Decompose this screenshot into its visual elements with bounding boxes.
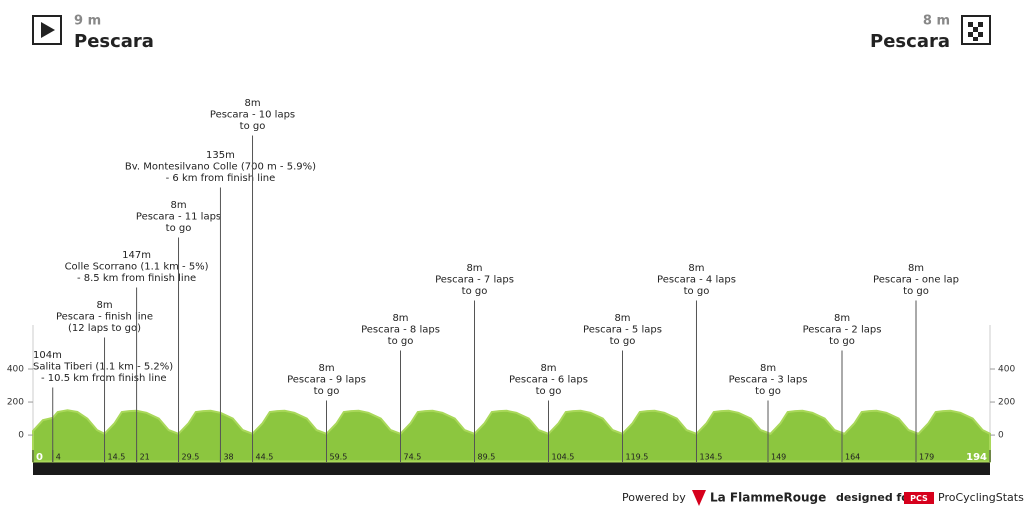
annotation-text: 8m	[760, 363, 776, 374]
annotation-text: to go	[240, 121, 266, 132]
annotation-text: Pescara - 10 laps	[210, 110, 295, 121]
annotation-text: Pescara - finish line	[56, 312, 153, 323]
powered-by: Powered by	[622, 491, 686, 504]
annotation-text: to go	[829, 336, 855, 347]
annotation-text: - 10.5 km from finish line	[41, 373, 167, 384]
x-tick-label: 119.5	[625, 453, 648, 462]
x-tick-label: 89.5	[478, 453, 496, 462]
y-tick-label: 400	[7, 365, 24, 375]
annotation-text: Pescara - 2 laps	[803, 325, 882, 336]
annotation-text: to go	[536, 386, 562, 397]
annotation-text: (12 laps to go)	[68, 323, 141, 334]
y-tick-label: 200	[7, 398, 24, 408]
y-tick-label: 0	[18, 431, 24, 441]
brand: La FlammeRouge	[710, 491, 826, 505]
start-icon	[32, 15, 62, 45]
finish-name: Pescara	[870, 31, 950, 52]
annotation-text: 8m	[318, 363, 334, 374]
annotation-text: to go	[684, 286, 710, 297]
annotation-text: to go	[166, 223, 192, 234]
site-name: ProCyclingStats	[938, 491, 1024, 504]
x-tick-label: 38	[223, 453, 233, 462]
start-elevation: 9 m	[74, 14, 101, 29]
x-tick-label: 14.5	[108, 453, 126, 462]
annotation-text: 8m	[466, 263, 482, 274]
x-tick-label: 104.5	[551, 453, 574, 462]
y-tick-label-right: 0	[998, 431, 1004, 441]
annotation-text: to go	[462, 286, 488, 297]
x-tick-label: 179	[919, 453, 934, 462]
x-tick-label: 74.5	[404, 453, 422, 462]
pcs-logo	[904, 492, 934, 504]
finish-icon	[961, 15, 991, 45]
annotation-text: 8m	[688, 263, 704, 274]
x-tick-label: 134.5	[699, 453, 722, 462]
annotation-text: to go	[755, 386, 781, 397]
finish-elevation: 8 m	[923, 14, 950, 29]
annotation-text: Pescara - one lap	[873, 275, 959, 286]
annotation-text: 8m	[540, 363, 556, 374]
x-tick-label: 59.5	[330, 453, 348, 462]
distance-bar	[33, 462, 990, 475]
annotation-text: 8m	[908, 263, 924, 274]
x-tick-label: 21	[140, 453, 150, 462]
annotation-text: Pescara - 7 laps	[435, 275, 514, 286]
start-arrow	[41, 22, 55, 38]
annotation-text: to go	[314, 386, 340, 397]
designed-for: designed for	[836, 491, 915, 504]
x-tick-label: 29.5	[182, 453, 200, 462]
x-tick-label: 164	[845, 453, 860, 462]
annotation-text: 135m	[206, 150, 235, 161]
x-tick-label: 149	[771, 453, 786, 462]
annotation-text: Pescara - 8 laps	[361, 325, 440, 336]
annotation-text: Pescara - 5 laps	[583, 325, 662, 336]
elevation-area	[32, 409, 991, 463]
annotation-text: 8m	[96, 300, 112, 311]
annotation-text: Pescara - 11 laps	[136, 212, 221, 223]
pcs-logo-text: PCS	[910, 494, 928, 503]
annotation-text: to go	[610, 336, 636, 347]
start-name: Pescara	[74, 31, 154, 52]
annotation-text: Colle Scorrano (1.1 km - 5%)	[65, 262, 209, 273]
annotation-text: Pescara - 9 laps	[287, 375, 366, 386]
annotation-text: 104m	[33, 350, 62, 361]
x-tick-label: 44.5	[256, 453, 274, 462]
x-tick-label: 4	[56, 453, 61, 462]
annotation-text: Bv. Montesilvano Colle (700 m - 5.9%)	[125, 162, 316, 173]
annotation-text: 147m	[122, 250, 151, 261]
annotation-text: Salita Tiberi (1.1 km - 5.2%)	[33, 362, 173, 373]
brand-logo	[692, 490, 706, 506]
y-tick-label-right: 200	[998, 398, 1015, 408]
annotation-text: Pescara - 4 laps	[657, 275, 736, 286]
annotation-text: 8m	[834, 313, 850, 324]
annotation-text: Pescara - 6 laps	[509, 375, 588, 386]
annotation-text: Pescara - 3 laps	[729, 375, 808, 386]
annotation-text: 8m	[614, 313, 630, 324]
annotation-text: 8m	[392, 313, 408, 324]
y-tick-label-right: 400	[998, 365, 1015, 375]
annotation-text: to go	[903, 286, 929, 297]
annotation-text: 8m	[170, 200, 186, 211]
annotation-text: - 8.5 km from finish line	[77, 273, 196, 284]
annotation-text: to go	[388, 336, 414, 347]
x-tick-label: 0	[36, 452, 43, 463]
annotation-text: - 6 km from finish line	[166, 173, 276, 184]
annotation-text: 8m	[244, 98, 260, 109]
x-tick-label: 194	[966, 452, 987, 463]
